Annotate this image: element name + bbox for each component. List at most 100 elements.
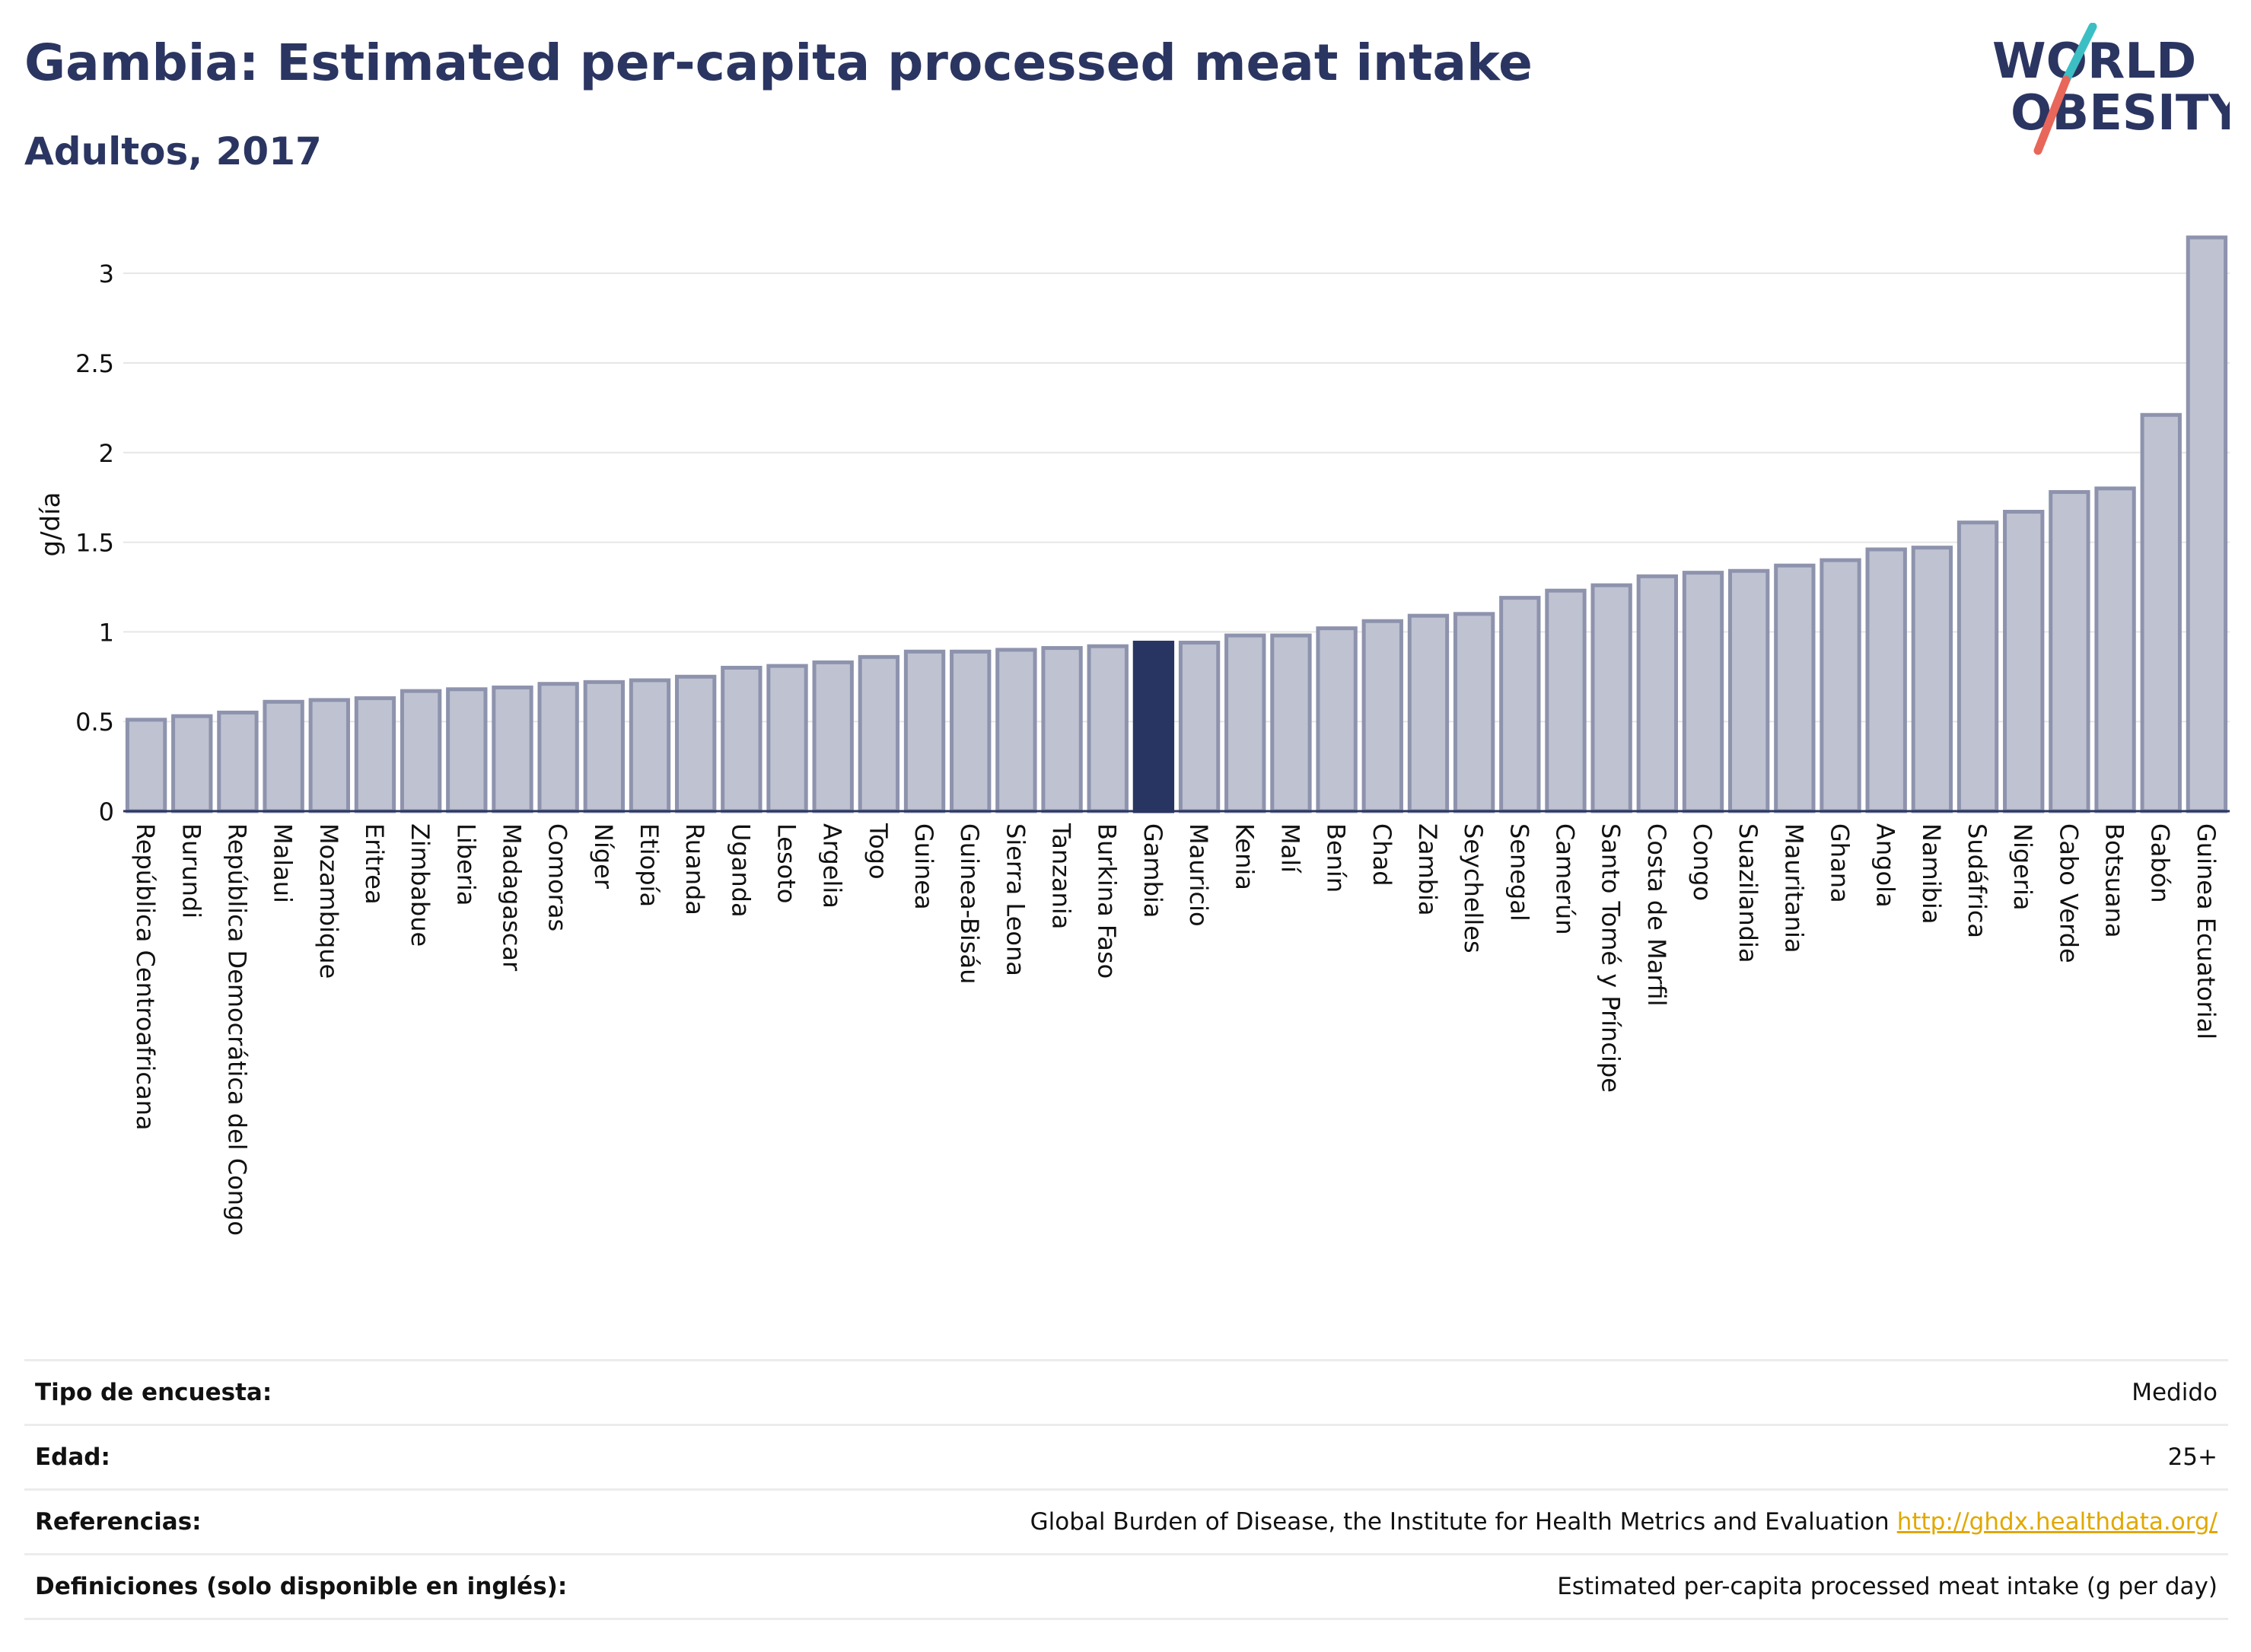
y-tick-label: 1 <box>99 618 114 647</box>
bar <box>629 678 671 813</box>
bar <box>950 649 992 813</box>
bar <box>812 660 854 813</box>
bar <box>1956 520 1999 813</box>
x-tick-label: Níger <box>589 823 618 890</box>
bar <box>1774 563 1816 813</box>
bar <box>2049 490 2090 813</box>
bar <box>1911 546 1953 813</box>
y-tick-label: 1.5 <box>75 529 114 558</box>
x-tick-label: Botsuana <box>2100 823 2129 938</box>
y-tick-label: 3 <box>99 259 114 288</box>
x-tick-label: Togo <box>864 823 893 880</box>
bar-highlight <box>1132 641 1175 813</box>
bar <box>263 699 304 813</box>
bar <box>1636 574 1678 813</box>
bar <box>1820 558 1861 813</box>
x-tick-label: Uganda <box>726 823 755 918</box>
bar <box>1270 633 1312 813</box>
bar <box>1407 613 1450 813</box>
bar <box>766 664 808 813</box>
bar <box>2094 486 2136 813</box>
bar-chart: 0 0.5 1 1.5 2 2.5 3 República Centroafricana Bu… <box>36 235 2230 1236</box>
bar <box>1545 588 1587 813</box>
details-row-definitions: Definiciones (solo disponible en inglés)… <box>24 1553 2228 1620</box>
bar <box>1499 596 1541 813</box>
age-label: Edad: <box>35 1444 110 1471</box>
bar <box>1682 571 1724 813</box>
chart-subtitle: Adultos, 2017 <box>24 129 322 173</box>
details-row-survey-type: Tipo de encuesta: Medido <box>24 1359 2228 1424</box>
bar <box>1224 633 1266 813</box>
x-tick-labels: República Centroafricana Burundi República… <box>131 823 2221 1236</box>
x-tick-label: Camerún <box>1550 823 1579 935</box>
bar <box>492 685 533 813</box>
x-tick-label: Etiopía <box>635 823 664 907</box>
bar <box>1316 626 1358 813</box>
x-tick-label: República Democrática del Congo <box>222 823 251 1236</box>
bar <box>1728 568 1770 813</box>
references-link[interactable]: http://ghdx.healthdata.org/ <box>1896 1508 2218 1536</box>
bar <box>675 674 717 813</box>
bar <box>858 654 900 813</box>
bar <box>2003 510 2045 813</box>
logo-slash-red <box>2033 75 2071 155</box>
logo-slash-teal <box>2062 23 2097 84</box>
x-tick-label: Gabón <box>2146 823 2175 903</box>
x-tick-label: Burkina Faso <box>1093 823 1122 979</box>
x-tick-label: Argelia <box>818 823 847 909</box>
y-axis-label: g/día <box>36 492 66 557</box>
bar <box>995 648 1037 813</box>
bar <box>354 696 396 813</box>
bar <box>1590 583 1632 813</box>
x-tick-label: Mauritania <box>1779 823 1808 953</box>
x-tick-label: Benín <box>1322 823 1351 893</box>
bars <box>125 235 2228 813</box>
bar <box>583 680 625 813</box>
x-tick-label: Cabo Verde <box>2054 823 2083 963</box>
bar <box>308 698 350 813</box>
x-tick-label: Kenia <box>1230 823 1259 890</box>
x-tick-label: Malaui <box>269 823 298 903</box>
x-tick-label: Namibia <box>1917 823 1946 924</box>
bar <box>1178 641 1221 813</box>
x-tick-label: Guinea-Bisáu <box>955 823 984 984</box>
age-value: 25+ <box>2167 1444 2218 1471</box>
references-value-container: Global Burden of Disease, the Institute … <box>1030 1508 2218 1536</box>
x-tick-label: Lesoto <box>772 823 801 903</box>
bar <box>537 682 579 813</box>
x-tick-label: Comoras <box>543 823 572 931</box>
x-tick-label: Mauricio <box>1184 823 1213 927</box>
x-tick-label: Zimbabue <box>406 823 435 947</box>
definitions-label: Definiciones (solo disponible en inglés)… <box>35 1573 568 1600</box>
survey-type-value: Medido <box>2132 1379 2218 1406</box>
x-tick-label: Gambia <box>1138 823 1167 918</box>
world-obesity-logo: WORLD OBESITY <box>1992 23 2230 155</box>
bar <box>446 687 488 813</box>
x-tick-label: Nigeria <box>2008 823 2037 910</box>
bar <box>217 710 259 813</box>
bar <box>903 649 946 813</box>
y-tick-label: 0.5 <box>75 708 114 737</box>
definitions-value: Estimated per-capita processed meat inta… <box>1557 1573 2218 1600</box>
bar <box>1865 547 1907 813</box>
bar <box>1041 646 1083 813</box>
survey-type-label: Tipo de encuesta: <box>35 1379 272 1406</box>
x-tick-label: Seychelles <box>1459 823 1488 953</box>
x-tick-label: Zambia <box>1413 823 1442 916</box>
x-tick-label: República Centroafricana <box>131 823 160 1130</box>
bar <box>2186 235 2228 813</box>
x-tick-label: Guinea Ecuatorial <box>2192 823 2221 1039</box>
bar <box>2140 412 2182 813</box>
x-tick-label: Congo <box>1688 823 1717 901</box>
bar <box>1087 644 1129 813</box>
y-tick-label: 0 <box>99 797 114 826</box>
x-tick-label: Sierra Leona <box>1001 823 1030 976</box>
references-value: Global Burden of Disease, the Institute … <box>1030 1508 1890 1536</box>
x-tick-label: Madagascar <box>497 823 526 972</box>
bar <box>171 714 213 813</box>
x-tick-label: Eritrea <box>360 823 389 905</box>
logo-line-1: WORLD <box>1992 33 2196 90</box>
x-tick-label: Suazilandia <box>1734 823 1762 963</box>
x-tick-label: Burundi <box>177 823 205 918</box>
x-tick-label: Costa de Marfil <box>1642 823 1671 1007</box>
